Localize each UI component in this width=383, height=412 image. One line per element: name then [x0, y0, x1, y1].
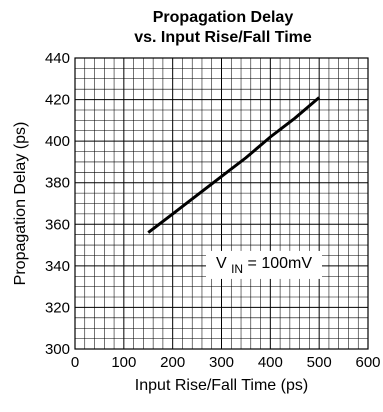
y-tick-label: 380	[45, 175, 70, 192]
annotation-suffix: = 100mV	[248, 255, 313, 272]
x-tick-labels: 0 100 200 300 400 500 600	[71, 354, 381, 371]
x-tick-label: 600	[355, 354, 380, 371]
y-tick-label: 420	[45, 92, 70, 109]
y-tick-labels: 300 320 340 360 380 400 420 440	[45, 50, 70, 358]
chart-title-line-2: vs. Input Rise/Fall Time	[134, 29, 312, 46]
series-line	[147, 96, 321, 234]
x-tick-label: 400	[258, 354, 283, 371]
chart-title-line-1: Propagation Delay	[153, 9, 294, 26]
y-tick-label: 360	[45, 216, 70, 233]
grid-layer	[75, 58, 368, 349]
x-tick-label: 0	[71, 354, 79, 371]
x-tick-label: 300	[209, 354, 234, 371]
annotation-box	[205, 250, 322, 279]
x-tick-label: 500	[307, 354, 332, 371]
x-axis-label: Input Rise/Fall Time (ps)	[135, 377, 308, 394]
y-tick-label: 400	[45, 133, 70, 150]
x-tick-label: 100	[111, 354, 136, 371]
annotation-subscript: IN	[231, 262, 243, 276]
y-tick-label: 440	[45, 50, 70, 67]
x-tick-label: 200	[160, 354, 185, 371]
annotation-label: V IN = 100mV	[216, 255, 312, 277]
y-tick-label: 320	[45, 299, 70, 316]
y-axis-label: Propagation Delay (ps)	[12, 122, 29, 286]
y-tick-label: 300	[45, 341, 70, 358]
plot-frame	[74, 57, 369, 350]
y-tick-label: 340	[45, 258, 70, 275]
annotation-prefix: V	[216, 255, 227, 272]
